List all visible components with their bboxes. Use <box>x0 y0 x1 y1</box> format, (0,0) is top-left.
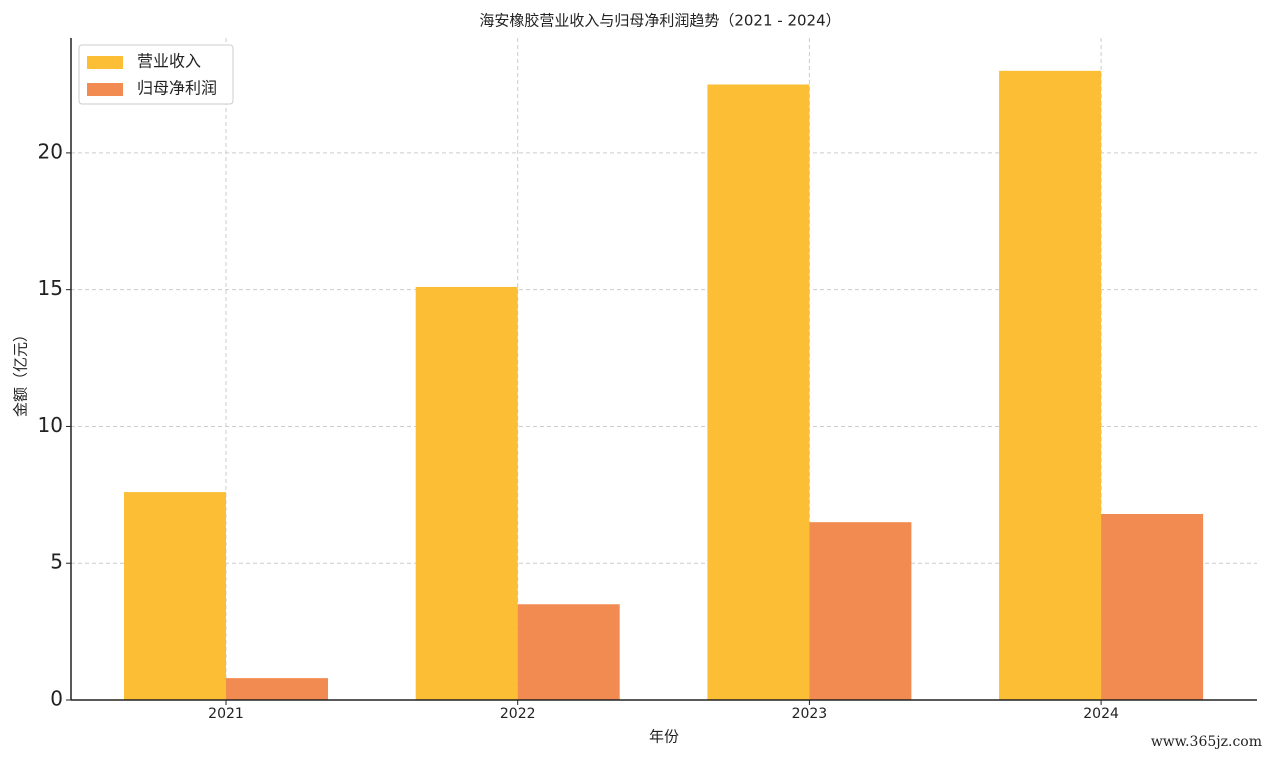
legend-swatch <box>87 56 123 69</box>
legend-swatch <box>87 83 123 96</box>
x-tick-label: 2024 <box>1083 706 1119 722</box>
x-tick-label: 2021 <box>208 706 244 722</box>
bar <box>999 70 1102 701</box>
y-tick-label: 20 <box>38 139 63 163</box>
bar <box>226 678 328 700</box>
x-tick-label: 2022 <box>500 706 536 722</box>
legend-label: 归母净利润 <box>137 79 217 98</box>
bar <box>707 84 810 700</box>
y-tick-label: 15 <box>38 276 63 300</box>
legend-label: 营业收入 <box>137 52 201 71</box>
bar <box>415 286 518 700</box>
bar <box>517 604 620 700</box>
watermark: www.365jz.com <box>1151 734 1262 750</box>
bar <box>809 522 912 700</box>
x-axis-label: 年份 <box>649 728 679 746</box>
y-tick-label: 0 <box>50 687 63 711</box>
y-tick-label: 10 <box>38 413 63 437</box>
y-axis-label: 金额（亿元） <box>12 327 30 417</box>
x-tick-label: 2023 <box>792 706 828 722</box>
bar <box>124 492 226 700</box>
bar <box>1101 513 1204 700</box>
chart-title: 海安橡胶营业收入与归母净利润趋势（2021 - 2024） <box>479 12 840 30</box>
y-tick-label: 5 <box>50 550 63 574</box>
